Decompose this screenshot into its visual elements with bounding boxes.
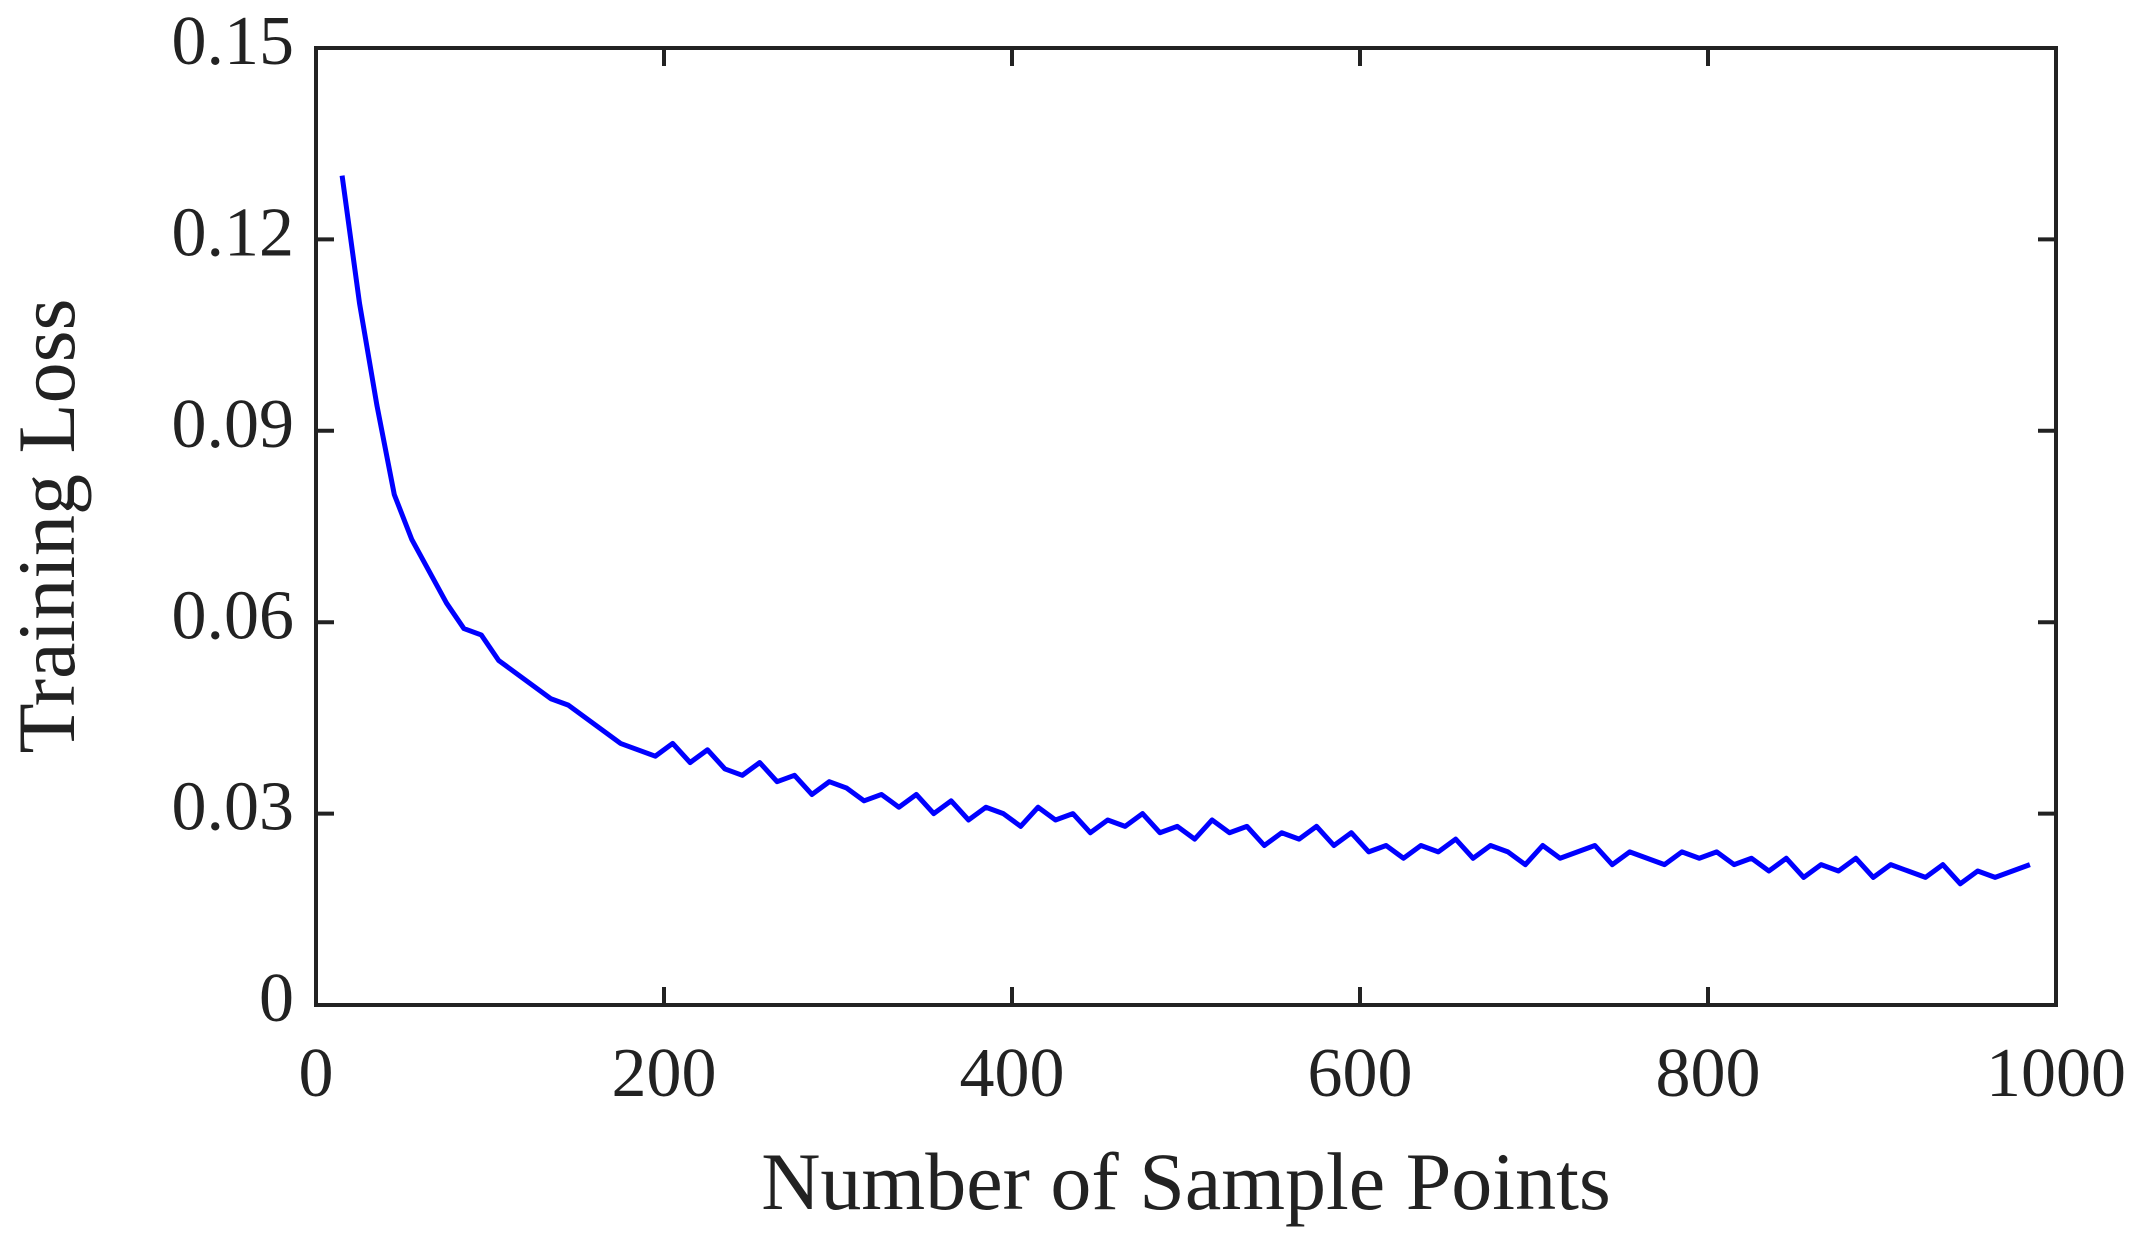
plot-frame <box>314 46 2058 1007</box>
y-tick-label: 0.03 <box>172 769 295 846</box>
x-tick-label: 400 <box>960 1035 1065 1112</box>
data-line <box>339 175 2031 887</box>
y-tick-label: 0.09 <box>172 386 295 463</box>
y-tick-label: 0.06 <box>172 577 295 654</box>
y-tick-label: 0.15 <box>172 3 295 80</box>
y-tick-label: 0.12 <box>172 194 295 271</box>
x-tick-label: 0 <box>299 1035 334 1112</box>
x-tick-label: 1000 <box>1986 1035 2126 1112</box>
x-tick-label: 600 <box>1308 1035 1413 1112</box>
y-tick-label: 0 <box>259 960 294 1037</box>
x-tick-label: 800 <box>1656 1035 1761 1112</box>
x-axis-label: Number of Sample Points <box>761 1136 1611 1227</box>
y-axis-label: Training Loss <box>1 299 92 754</box>
x-tick-label: 200 <box>612 1035 717 1112</box>
